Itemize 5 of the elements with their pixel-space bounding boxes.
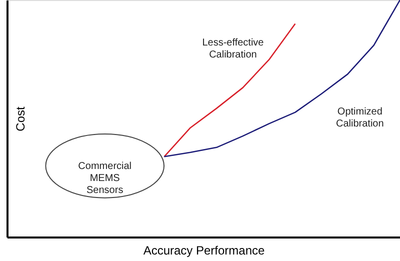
series-label: Less-effective Calibration bbox=[202, 38, 264, 61]
annotation: Commercial MEMS Sensors bbox=[78, 160, 132, 196]
series-label: Optimized Calibration bbox=[336, 106, 384, 130]
x-axis-title: Accuracy Performance bbox=[143, 244, 266, 258]
y-axis-title: Cost bbox=[14, 106, 28, 132]
